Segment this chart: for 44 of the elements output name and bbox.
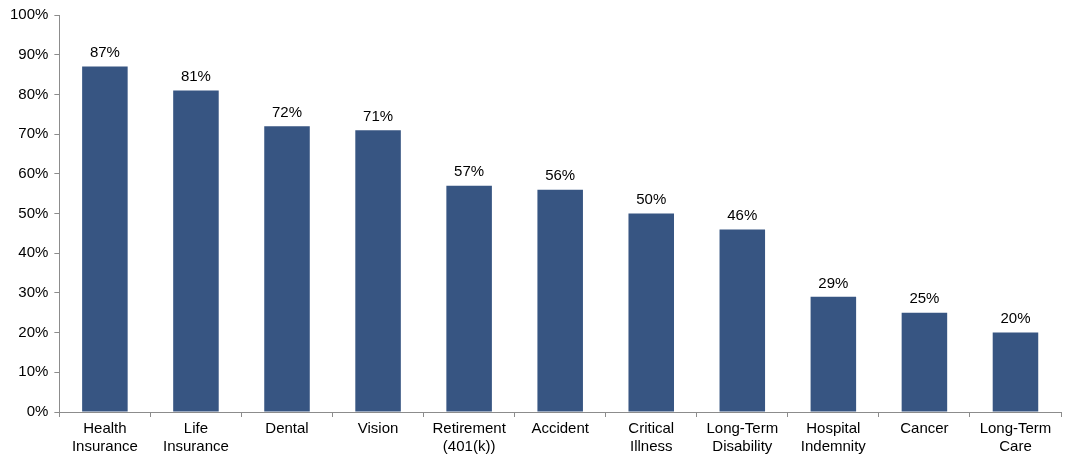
- x-tick-label: Long-Term Care: [979, 419, 1052, 455]
- data-label: 50%: [636, 190, 667, 208]
- data-label: 29%: [818, 273, 849, 291]
- y-tick-label: 100%: [9, 5, 49, 23]
- bar: [628, 213, 674, 412]
- y-tick-label: 60%: [18, 163, 49, 181]
- bar: [82, 66, 128, 412]
- bar: [901, 312, 948, 412]
- bar: [446, 185, 492, 412]
- bar: [264, 126, 310, 412]
- y-tick-label: 50%: [18, 203, 49, 221]
- y-tick-label: 20%: [18, 322, 49, 340]
- x-tick-label: Long-Term Disability: [706, 419, 779, 455]
- bar: [719, 229, 766, 412]
- data-label: 25%: [909, 289, 940, 307]
- x-tick-label: Health Insurance: [71, 419, 138, 455]
- y-tick-label: 70%: [18, 124, 49, 142]
- data-label: 57%: [454, 162, 485, 180]
- data-label: 56%: [545, 166, 576, 184]
- data-label: 72%: [271, 102, 303, 120]
- data-label: 81%: [180, 67, 211, 85]
- y-tick-label: 10%: [18, 362, 49, 380]
- x-tick-label: Hospital Indemnity: [800, 419, 867, 455]
- y-tick-label: 80%: [18, 84, 49, 102]
- x-tick-label: Accident: [531, 419, 590, 437]
- bar: [537, 189, 583, 412]
- bar: [173, 90, 219, 412]
- x-tick-label: Life Insurance: [163, 419, 229, 455]
- data-label: 71%: [363, 106, 394, 124]
- data-label: 46%: [727, 206, 758, 224]
- data-label: 87%: [89, 43, 120, 61]
- x-tick-label: Retirement (401(k)): [432, 419, 507, 455]
- y-tick-label: 40%: [18, 243, 49, 261]
- y-tick-label: 90%: [18, 44, 49, 62]
- data-label: 20%: [1000, 309, 1031, 327]
- x-tick-label: Critical Illness: [628, 419, 675, 455]
- bar: [355, 130, 401, 412]
- x-tick-label: Dental: [265, 419, 309, 437]
- y-tick-label: 30%: [18, 283, 49, 301]
- x-tick-label: Vision: [357, 419, 399, 437]
- x-tick-label: Cancer: [900, 419, 949, 437]
- bar: [810, 296, 857, 412]
- bar: [992, 332, 1039, 412]
- y-tick-label: 0%: [26, 402, 49, 420]
